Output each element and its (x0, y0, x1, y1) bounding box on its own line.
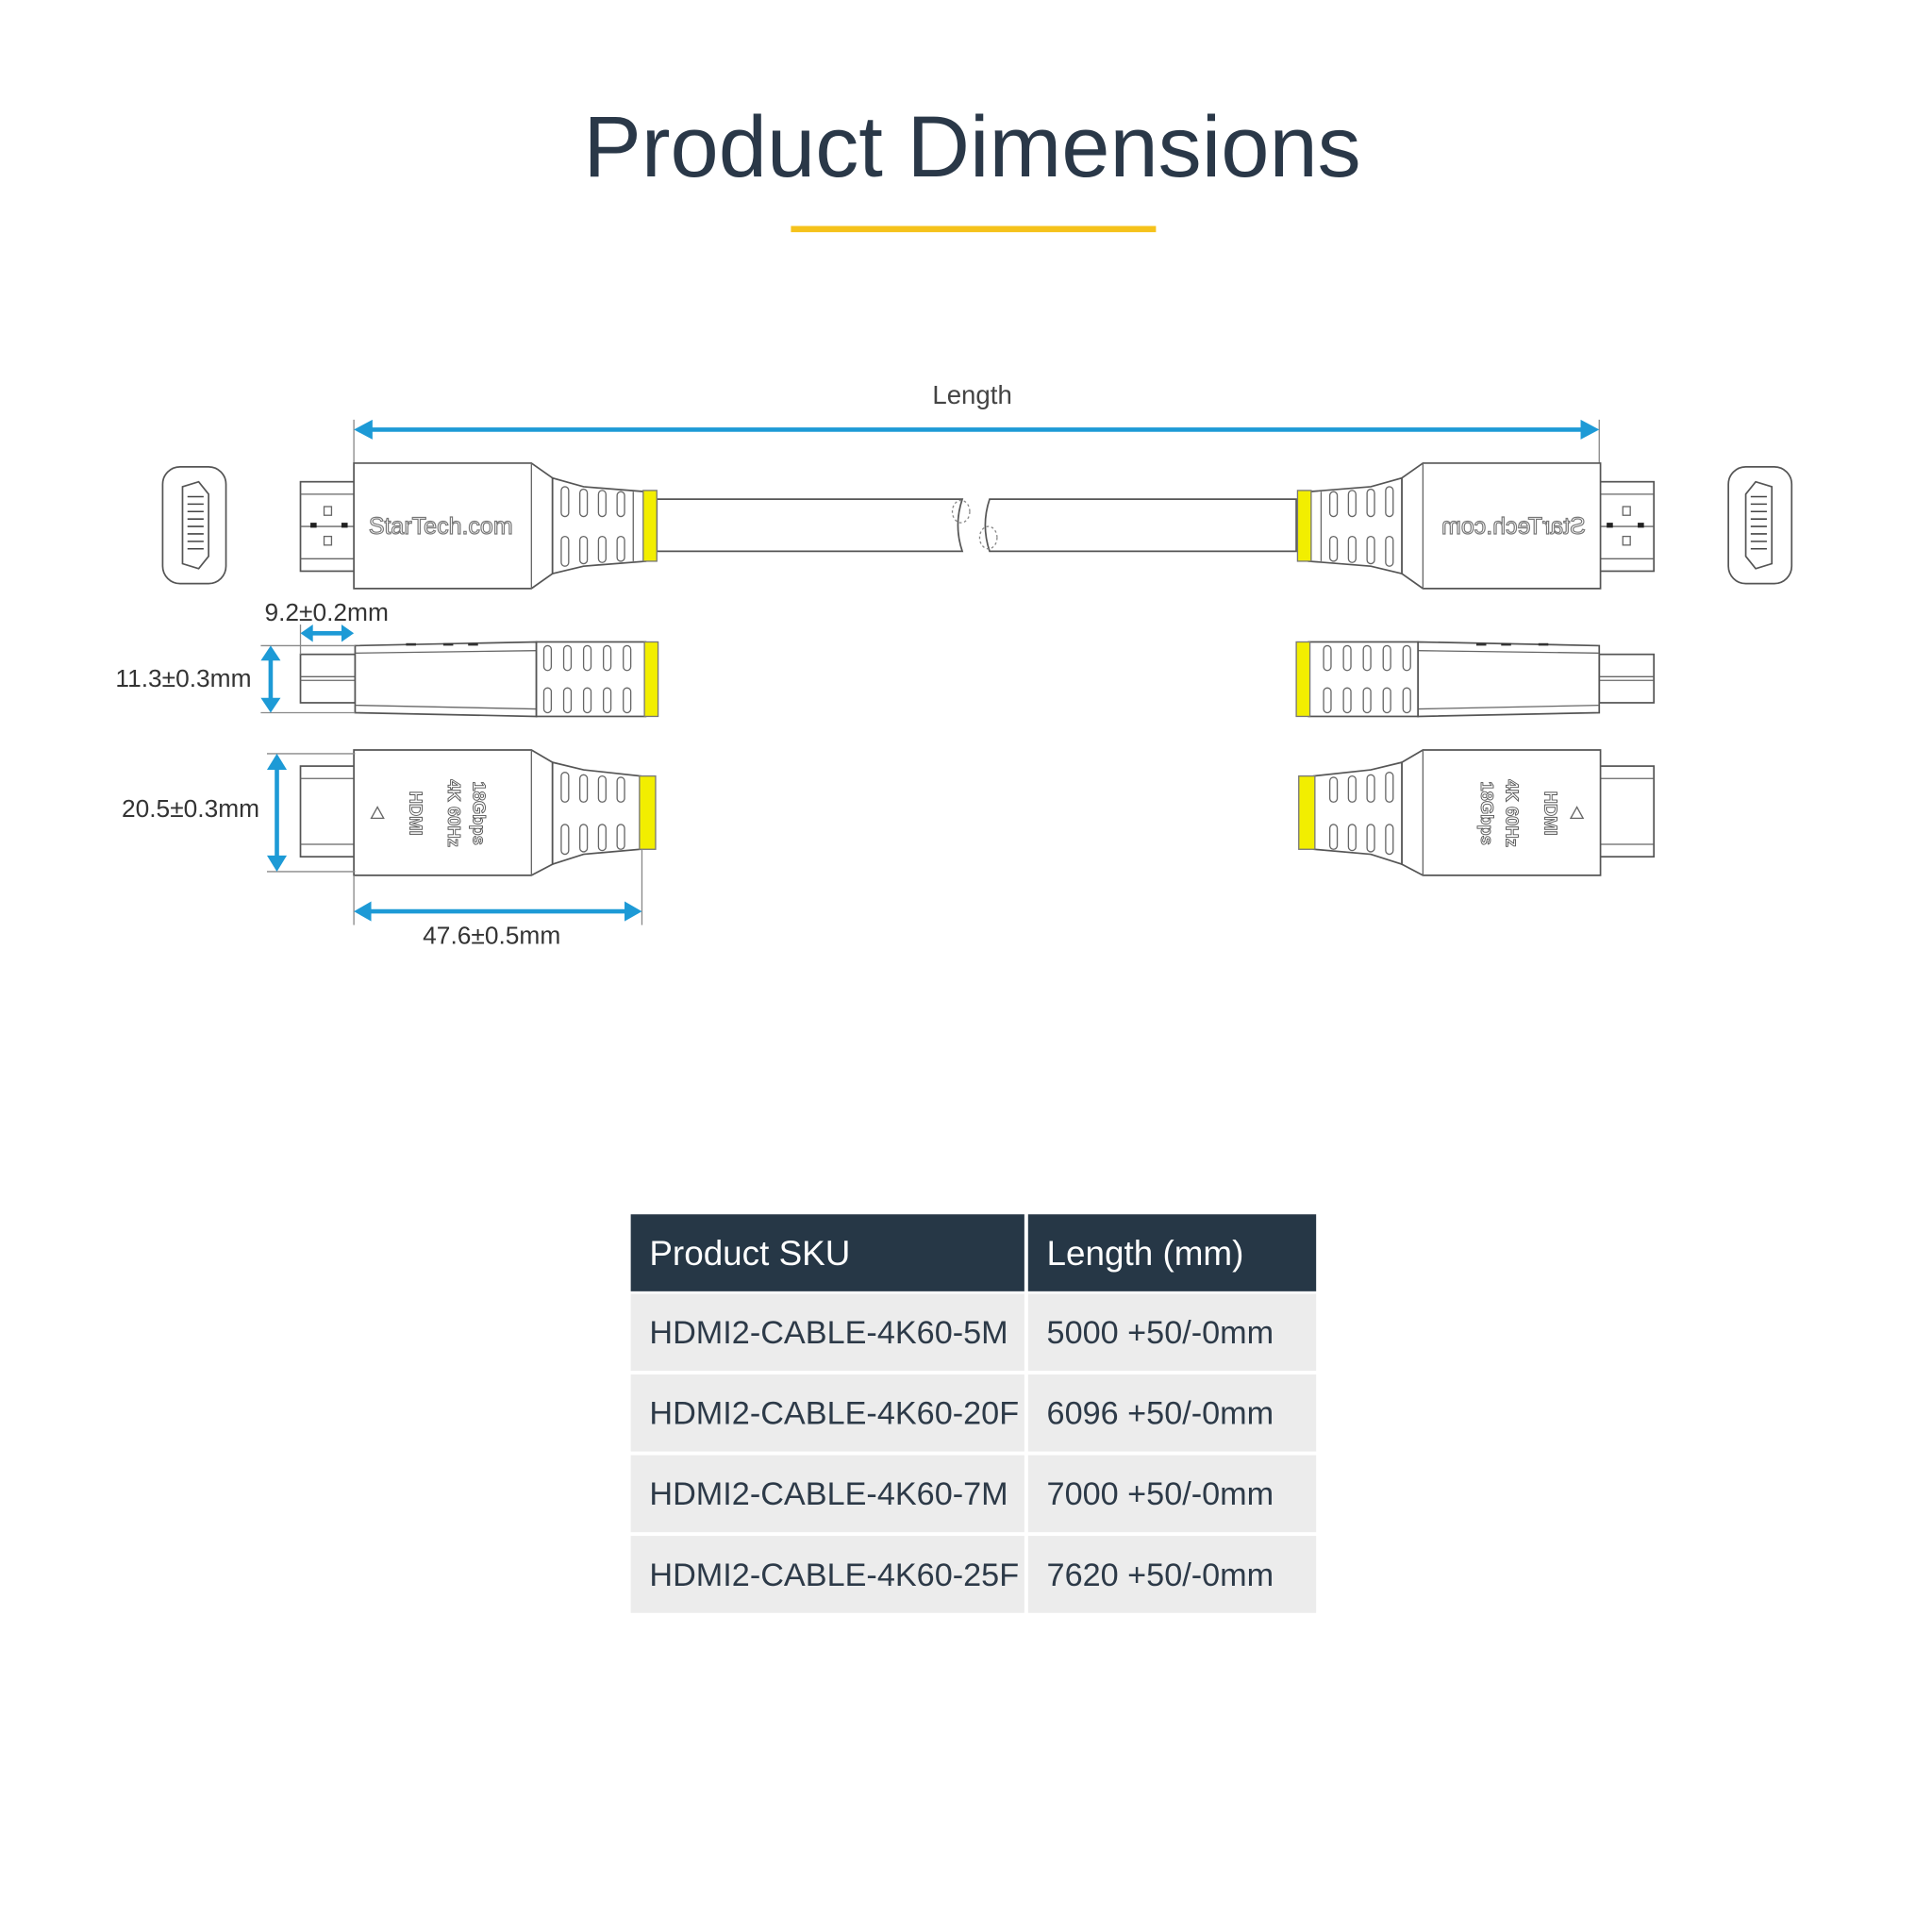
table-cell (1027, 1455, 1317, 1533)
cable (656, 498, 1297, 553)
table-row: HDMI2-CABLE-4K60-7M 7000 +50/-0mm (630, 1455, 1317, 1533)
sku-cell: HDMI2-CABLE-4K60-5M (649, 1315, 1008, 1351)
length-cell: 6096 +50/-0mm (1047, 1396, 1274, 1432)
header-length: Length (mm) (1047, 1234, 1244, 1273)
sku-length-table: Product SKU Length (mm) HDMI2-CABLE-4K60… (630, 1214, 1317, 1613)
table-cell (1027, 1374, 1317, 1452)
height-dimension-label: 11.3±0.3mm (115, 664, 251, 692)
table-row: HDMI2-CABLE-4K60-5M 5000 +50/-0mm (630, 1293, 1317, 1372)
brand-logo-left: StarTech.com (369, 513, 513, 540)
connector-length-label: 47.6±0.5mm (423, 921, 560, 949)
table-cell (630, 1293, 1024, 1372)
table-cell (630, 1374, 1024, 1452)
length-cell: 7620 +50/-0mm (1047, 1557, 1274, 1593)
width-dimension-label: 20.5±0.3mm (122, 794, 259, 823)
connector-length-arrow (353, 849, 643, 925)
table-header-cell (1027, 1214, 1317, 1291)
bandwidth-marking-right: 18Gbps (1477, 781, 1497, 845)
length-dimension-arrow (353, 419, 1600, 463)
table-row: HDMI2-CABLE-4K60-25F 7620 +50/-0mm (630, 1536, 1317, 1613)
resolution-marking-right: 4K 60Hz (1503, 779, 1523, 847)
bandwidth-marking-left: 18Gbps (469, 781, 489, 845)
sku-cell: HDMI2-CABLE-4K60-20F (649, 1396, 1019, 1432)
hdmi-marking-left: HDMI (406, 791, 425, 836)
table-cell (1027, 1536, 1317, 1613)
header-product-sku: Product SKU (649, 1234, 850, 1273)
length-cell: 7000 +50/-0mm (1047, 1476, 1274, 1512)
left-connector-side-view (299, 641, 659, 718)
tip-dimension-arrow (299, 625, 355, 655)
right-connector-bottom-view (1297, 749, 1656, 876)
sku-cell: HDMI2-CABLE-4K60-7M (649, 1476, 1008, 1512)
table-cell (1027, 1293, 1317, 1372)
table-header-cell (630, 1214, 1024, 1291)
sku-cell: HDMI2-CABLE-4K60-25F (649, 1557, 1019, 1593)
table-cell (630, 1536, 1024, 1613)
table-row: HDMI2-CABLE-4K60-20F 6096 +50/-0mm (630, 1374, 1317, 1452)
page-title: Product Dimensions (583, 98, 1360, 195)
tip-dimension-label: 9.2±0.2mm (264, 598, 388, 626)
width-dimension-arrow (266, 753, 356, 873)
length-label: Length (932, 380, 1012, 409)
brand-logo-right: StarTech.com (1441, 513, 1586, 540)
hdmi-marking-right: HDMI (1541, 791, 1560, 836)
right-connector-side-view (1295, 641, 1656, 718)
title-underline (791, 225, 1157, 233)
height-dimension-arrow (260, 644, 356, 714)
table-cell (630, 1455, 1024, 1533)
resolution-marking-left: 4K 60Hz (444, 779, 464, 847)
length-cell: 5000 +50/-0mm (1047, 1315, 1274, 1351)
